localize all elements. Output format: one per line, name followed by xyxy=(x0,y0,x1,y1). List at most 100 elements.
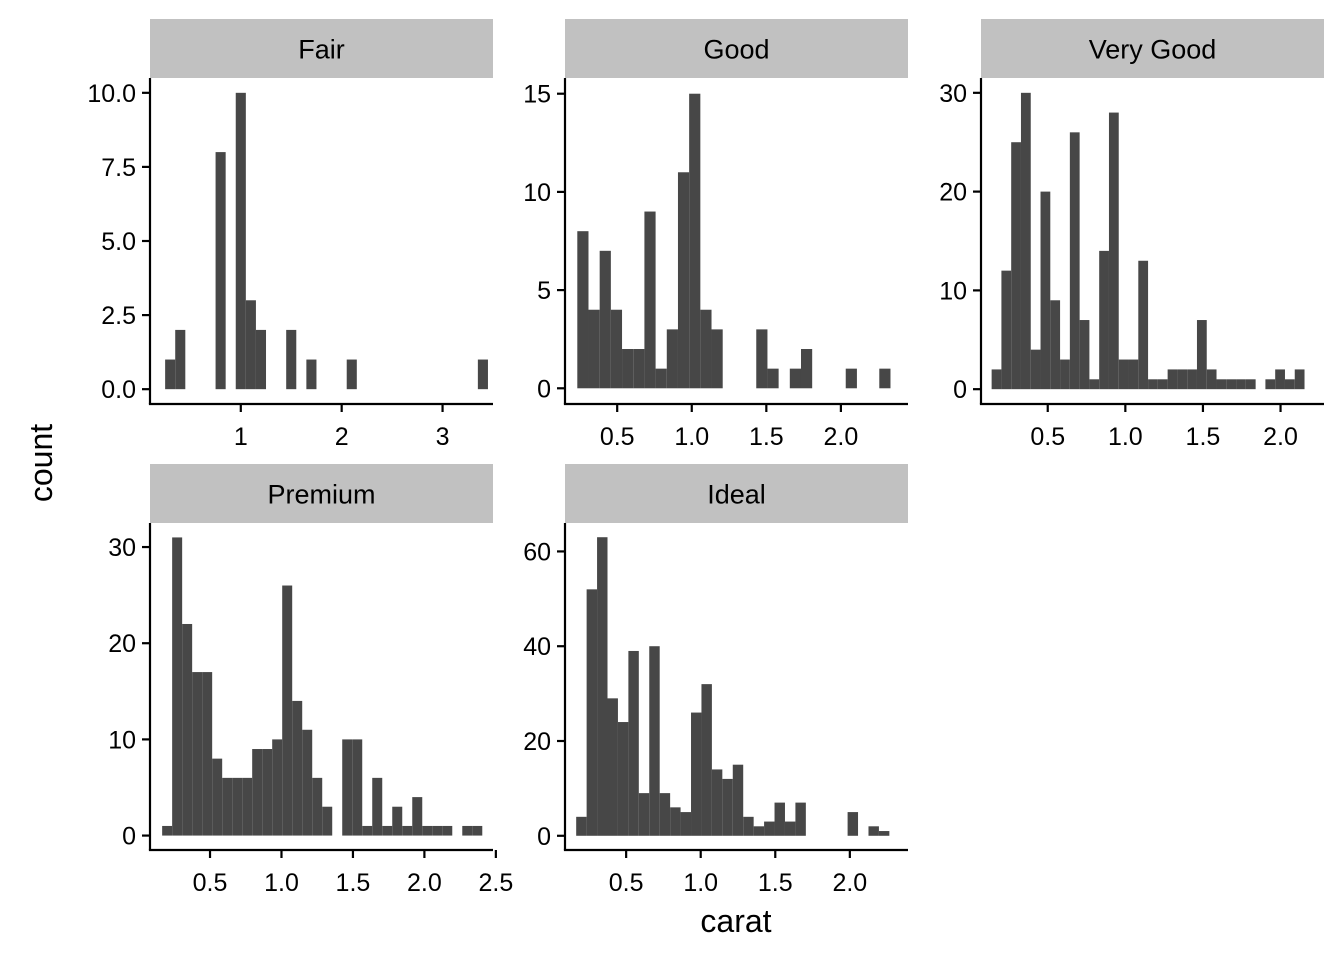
facet-strip xyxy=(150,19,493,78)
histogram-bar xyxy=(991,369,1002,390)
x-tick-label: 1.5 xyxy=(758,869,793,897)
histogram-bar xyxy=(659,793,671,836)
histogram-bar xyxy=(242,777,253,836)
histogram-bar xyxy=(432,825,443,836)
histogram-bar xyxy=(1206,369,1217,390)
panel-premium: Premium 0 10 20 30 0.5 1.0 1.5 2.0 2.5 xyxy=(108,464,513,897)
y-tick-label: 5 xyxy=(537,277,551,305)
histogram-bar xyxy=(655,368,667,389)
y-tick-label: 60 xyxy=(523,538,551,566)
histogram-bar xyxy=(868,826,879,836)
histogram-bar xyxy=(1060,359,1070,390)
histogram-bar xyxy=(422,825,433,836)
x-tick-label: 1.0 xyxy=(674,423,709,451)
histogram-bar xyxy=(677,172,690,389)
y-tick-label: 15 xyxy=(523,81,551,109)
histogram-bar xyxy=(1001,270,1012,390)
histogram-bar xyxy=(1069,132,1080,390)
y-tick-label: 0.0 xyxy=(101,376,136,404)
histogram-bar xyxy=(1148,379,1158,390)
histogram-bar xyxy=(412,797,423,836)
histogram-bar xyxy=(576,816,587,836)
x-tick-label: 2.0 xyxy=(407,869,442,897)
histogram-bar xyxy=(701,684,712,836)
histogram-bar xyxy=(402,825,413,836)
histogram-bar xyxy=(879,368,891,389)
histogram-bar xyxy=(628,650,639,836)
histogram-bar xyxy=(700,309,712,389)
facet-strip-label: Very Good xyxy=(1089,35,1217,65)
histogram-bar xyxy=(800,349,813,389)
x-tick-label: 0.5 xyxy=(1030,423,1065,451)
y-tick-label: 30 xyxy=(108,534,136,562)
x-tick-label: 3 xyxy=(436,423,450,451)
histogram-bar xyxy=(462,825,473,836)
histogram-bar xyxy=(878,831,890,836)
histogram-bar xyxy=(633,349,645,389)
x-tick-label: 0.5 xyxy=(600,423,635,451)
facet-strip xyxy=(565,19,908,78)
histogram-bar xyxy=(597,537,608,836)
y-tick-label: 5.0 xyxy=(101,228,136,256)
histogram-bar xyxy=(1294,369,1305,390)
histogram-bar xyxy=(1157,379,1168,390)
facet-strip xyxy=(981,19,1324,78)
histogram-bar xyxy=(1265,379,1276,390)
histogram-bar xyxy=(1128,359,1139,390)
histogram-bar xyxy=(711,329,723,389)
histogram-bar xyxy=(649,646,660,836)
y-tick-label: 0 xyxy=(953,376,967,404)
histogram-bar xyxy=(202,672,213,836)
histogram-bar xyxy=(1177,369,1188,390)
histogram-bar xyxy=(1167,369,1178,390)
x-tick-label: 1.5 xyxy=(336,869,371,897)
histogram-bar xyxy=(215,152,226,390)
facet-strip-label: Ideal xyxy=(707,480,766,510)
histogram-bar xyxy=(607,698,618,836)
facet-strip xyxy=(565,464,908,523)
x-tick-label: 0.5 xyxy=(609,869,644,897)
histogram-bar xyxy=(1089,379,1100,390)
histogram-bar xyxy=(845,368,857,389)
histogram-bar xyxy=(1011,142,1021,390)
histogram-bar xyxy=(622,349,634,389)
y-tick-label: 10 xyxy=(108,726,136,754)
histogram-bar xyxy=(392,806,403,836)
histogram-bar xyxy=(372,777,383,836)
histogram-bar xyxy=(165,359,176,390)
histogram-bar xyxy=(1138,260,1149,390)
histogram-bar xyxy=(774,802,785,836)
histogram-bar xyxy=(312,777,323,836)
histogram-bar xyxy=(1020,92,1031,390)
x-tick-label: 1.0 xyxy=(683,869,718,897)
histogram-bar xyxy=(689,93,701,389)
histogram-bar xyxy=(352,739,363,836)
histogram-bar xyxy=(638,793,650,836)
histogram-bar xyxy=(235,92,246,390)
histogram-bar xyxy=(175,329,186,390)
histogram-bar xyxy=(1245,379,1256,390)
histogram-bar xyxy=(382,825,393,836)
histogram-bar xyxy=(1050,300,1061,390)
histogram-bar xyxy=(1118,359,1129,390)
histogram-bar xyxy=(472,825,483,836)
x-tick-label: 1 xyxy=(234,423,248,451)
histogram-bar xyxy=(756,329,768,389)
x-tick-label: 0.5 xyxy=(193,869,228,897)
histogram-bar xyxy=(1187,369,1197,390)
x-tick-label: 2.5 xyxy=(478,869,513,897)
histogram-bar xyxy=(286,329,297,390)
y-tick-label: 40 xyxy=(523,633,551,661)
histogram-bar xyxy=(753,826,765,836)
histogram-bar xyxy=(222,777,233,836)
histogram-bar xyxy=(666,329,678,389)
y-tick-label: 0 xyxy=(537,823,551,851)
histogram-bar xyxy=(847,812,859,836)
histogram-bar xyxy=(691,712,702,836)
facet-strip xyxy=(150,464,493,523)
histogram-bar xyxy=(232,777,243,836)
x-tick-label: 2.0 xyxy=(824,423,859,451)
histogram-bar xyxy=(1099,250,1109,390)
x-tick-label: 2.0 xyxy=(1263,423,1298,451)
